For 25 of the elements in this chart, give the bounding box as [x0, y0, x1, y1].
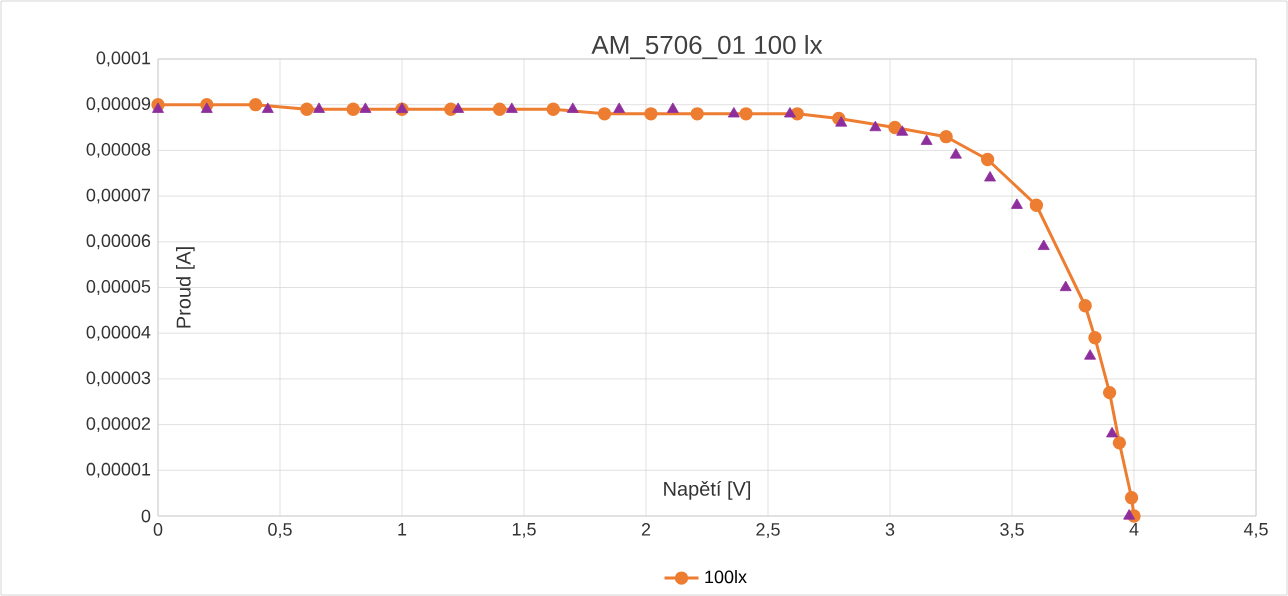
- y-tick-label: 0,00002: [86, 417, 151, 433]
- x-tick-label: 2,5: [756, 523, 780, 538]
- x-tick-label: 4: [1129, 523, 1139, 536]
- y-tick-label: 0,00005: [86, 280, 151, 295]
- y-axis-title: Proud [A]: [176, 247, 195, 328]
- y-tick-label: 0,00007: [86, 188, 151, 204]
- x-tick-label: 3,5: [1000, 523, 1024, 538]
- y-tick-label: 0,00008: [86, 142, 151, 158]
- x-tick-label: 3: [885, 523, 895, 536]
- y-tick-label: 0,00004: [86, 325, 151, 341]
- chart-title: AM_5706_01 100 lx: [591, 35, 823, 60]
- x-tick-label: 2: [641, 523, 651, 536]
- x-tick-label: 0: [153, 523, 163, 536]
- x-tick-label: 1: [398, 523, 407, 536]
- x-tick-label: 0,5: [268, 523, 292, 538]
- x-tick-label: 4,5: [1243, 523, 1268, 538]
- y-tick-label: 0: [141, 509, 151, 523]
- legend-label: 100lx: [705, 570, 747, 584]
- x-tick-label: 1,5: [512, 523, 536, 538]
- y-tick-label: 0,00001: [86, 462, 151, 478]
- y-tick-label: 0,00003: [86, 371, 151, 387]
- y-tick-label: 0,00009: [86, 97, 151, 113]
- x-axis-title: Napětí [V]: [664, 480, 751, 500]
- y-tick-label: 0,00006: [86, 234, 151, 250]
- y-tick-label: 0,0001: [96, 51, 151, 67]
